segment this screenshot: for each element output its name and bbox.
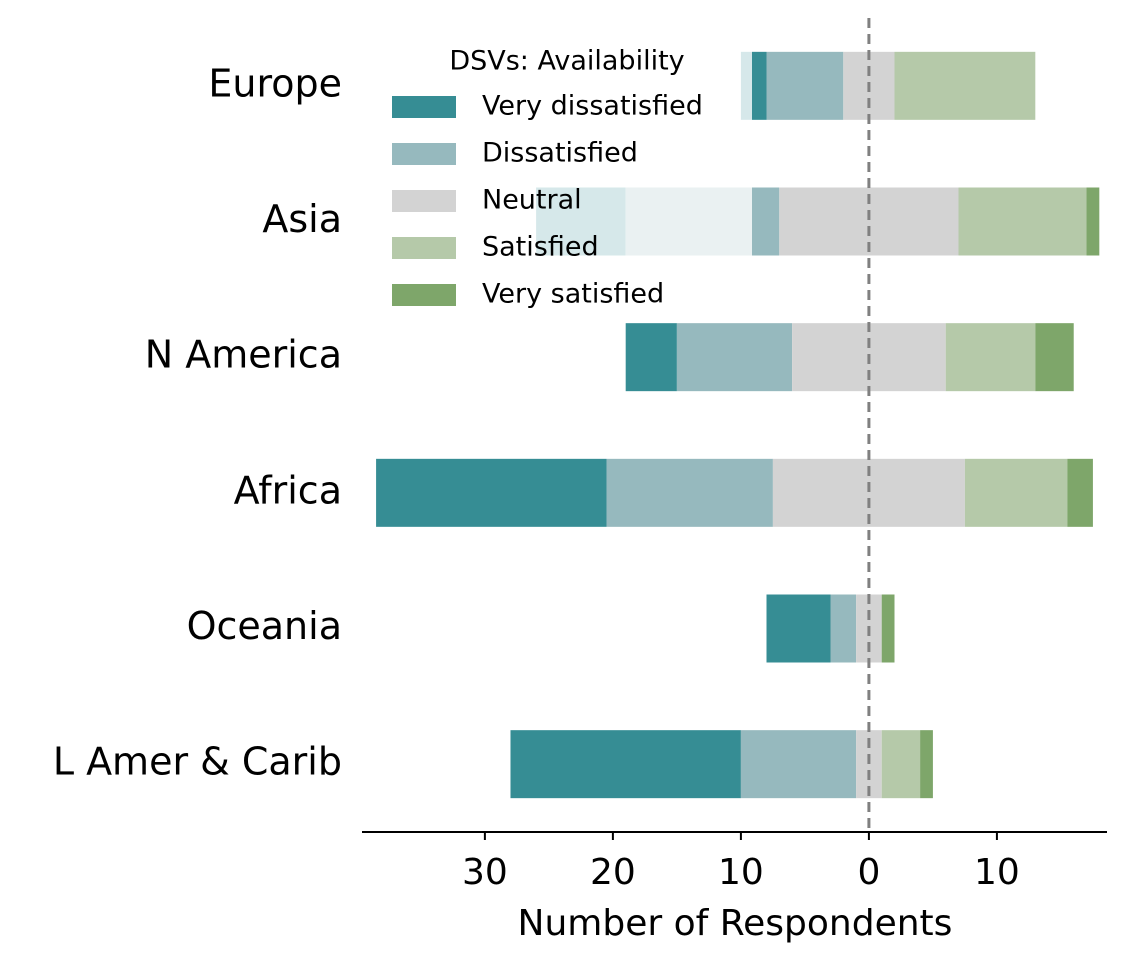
legend-swatch: [392, 143, 456, 165]
x-tick-label: 10: [974, 852, 1020, 893]
x-tick-label: 30: [462, 852, 508, 893]
bar-segment: [606, 458, 773, 527]
bar-segment: [958, 187, 1087, 256]
bar-segment: [510, 730, 741, 799]
y-tick-label: Europe: [208, 61, 342, 105]
bar-segment: [766, 594, 831, 663]
bar-segment: [964, 458, 1068, 527]
legend-swatch: [392, 96, 456, 118]
legend-label: Very dissatisfied: [482, 91, 703, 122]
bar-segment: [1035, 323, 1074, 392]
legend-swatch: [392, 284, 456, 306]
bar-segment: [945, 323, 1036, 392]
bar-segment: [766, 51, 844, 120]
bar-segment: [920, 730, 933, 799]
bar-segment: [881, 594, 895, 663]
y-tick-label: N America: [145, 333, 342, 377]
bar-segment: [625, 323, 677, 392]
y-tick-label: Oceania: [187, 604, 342, 648]
legend-title: DSVs: Availability: [449, 46, 684, 77]
legend-label: Very satisfied: [482, 279, 664, 310]
bar-segment: [740, 730, 857, 799]
bar-segment: [1067, 458, 1093, 527]
bar-segment: [881, 730, 921, 799]
bar-segment: [1086, 187, 1100, 256]
legend-label: Neutral: [482, 185, 582, 216]
x-tick-label: 10: [718, 852, 764, 893]
legend-swatch: [392, 190, 456, 212]
bar-segment: [376, 458, 607, 527]
legend-swatch: [392, 237, 456, 259]
legend-label: Satisfied: [482, 232, 599, 263]
y-tick-label: Asia: [262, 197, 342, 241]
x-tick-label: 0: [857, 852, 880, 893]
x-tick-label: 20: [590, 852, 636, 893]
bar-segment: [830, 594, 857, 663]
y-tick-label: Africa: [234, 468, 342, 512]
bar-segment: [676, 323, 793, 392]
legend: DSVs: Availability Very dissatisfied Dissa…: [380, 38, 752, 322]
y-tick-label: L Amer & Carib: [53, 740, 342, 784]
legend-background: [380, 38, 752, 322]
x-axis-label: Number of Respondents: [518, 903, 953, 944]
bar-segment: [894, 51, 1036, 120]
legend-label: Dissatisfied: [482, 138, 638, 169]
